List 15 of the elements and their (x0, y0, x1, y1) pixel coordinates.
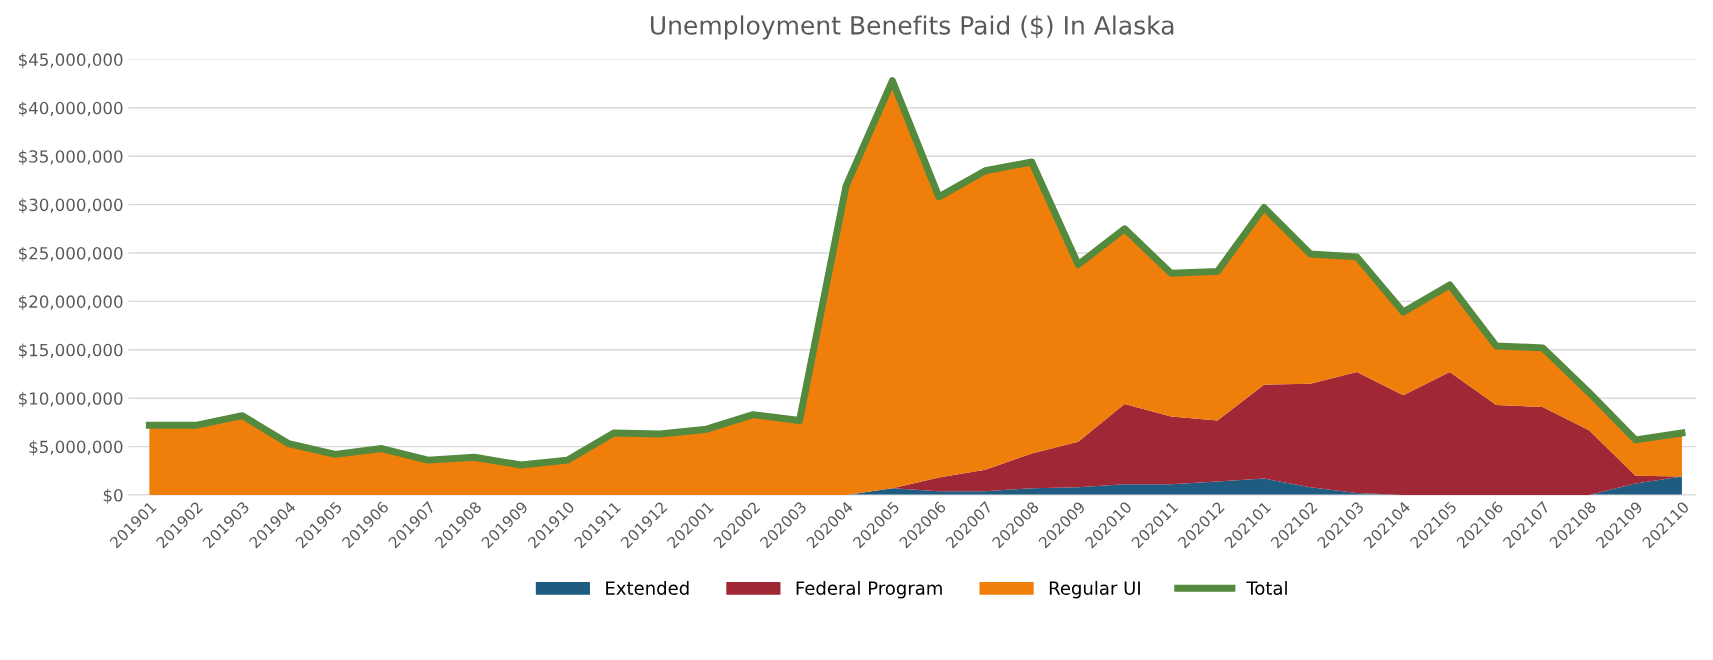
y-tick-label: $10,000,000 (18, 391, 123, 407)
y-tick-label: $20,000,000 (18, 295, 123, 311)
y-tick-label: $15,000,000 (18, 343, 123, 359)
legend-label: Extended (606, 580, 689, 595)
y-tick-label: $30,000,000 (18, 198, 123, 214)
y-tick-label: $0 (103, 488, 123, 504)
chart-title: Unemployment Benefits Paid ($) In Alaska (651, 15, 1174, 40)
legend-label: Total (1246, 580, 1287, 595)
y-tick-label: $40,000,000 (18, 101, 123, 117)
y-tick-label: $25,000,000 (18, 246, 123, 262)
legend-label: Regular UI (1049, 580, 1140, 599)
y-tick-label: $45,000,000 (18, 53, 123, 69)
legend-label: Federal Program (796, 580, 942, 599)
y-tick-label: $5,000,000 (29, 440, 123, 456)
y-tick-label: $35,000,000 (18, 149, 123, 165)
